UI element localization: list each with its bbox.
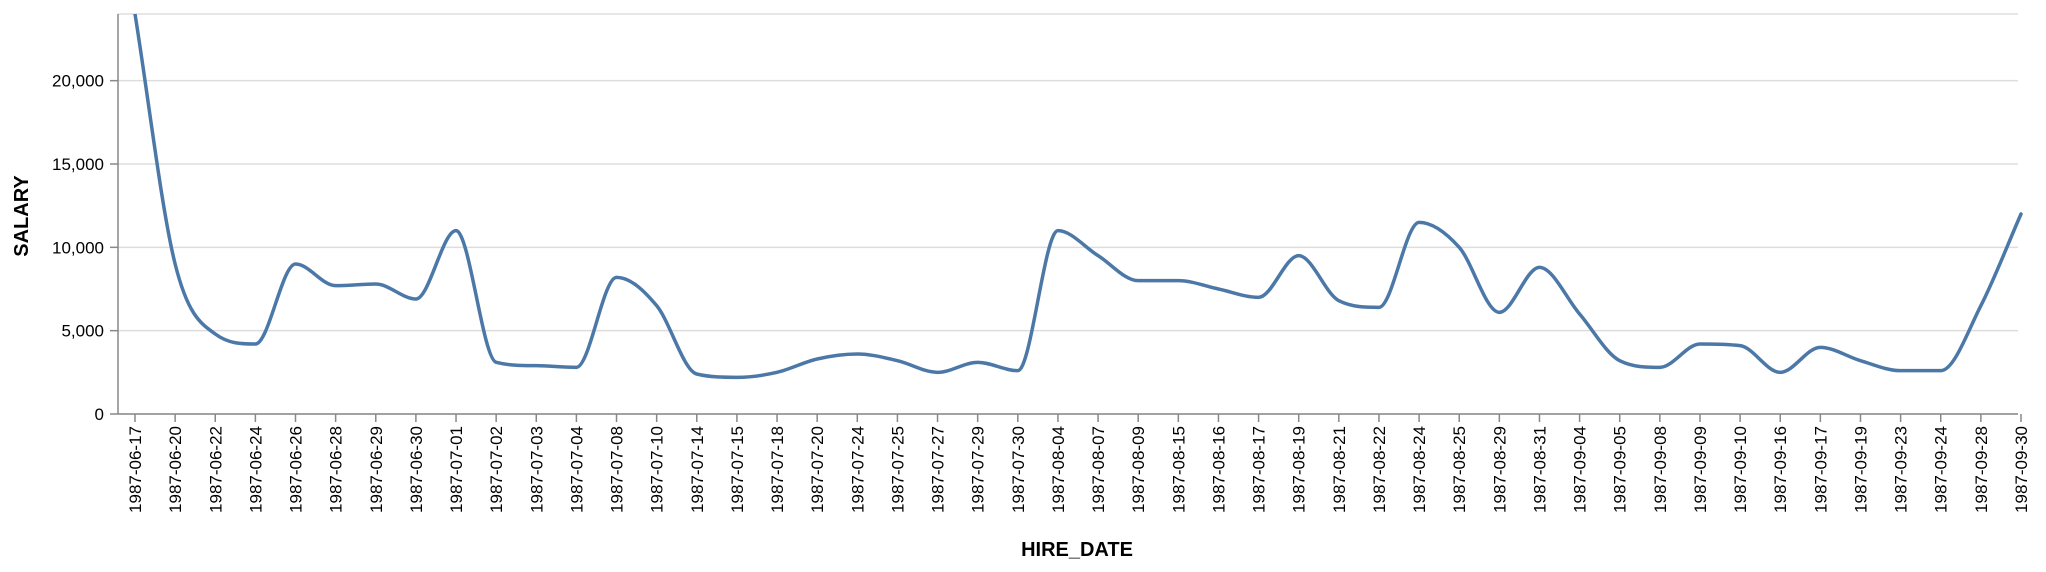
x-axis-title: HIRE_DATE xyxy=(1021,539,1133,561)
x-tick-label: 1987-07-15 xyxy=(728,426,747,513)
x-tick-label: 1987-07-29 xyxy=(969,426,988,513)
x-tick-label: 1987-09-16 xyxy=(1771,426,1790,513)
x-tick-label: 1987-07-14 xyxy=(688,426,707,513)
x-tick-label: 1987-09-23 xyxy=(1892,426,1911,513)
x-tick-label: 1987-07-04 xyxy=(567,426,586,513)
y-tick-label: 0 xyxy=(95,405,104,424)
y-tick-label: 20,000 xyxy=(52,72,104,91)
x-tick-label: 1987-09-24 xyxy=(1932,426,1951,513)
x-tick-label: 1987-07-20 xyxy=(808,426,827,513)
y-tick-label: 15,000 xyxy=(52,155,104,174)
x-tick-label: 1987-09-05 xyxy=(1611,426,1630,513)
x-tick-label: 1987-08-22 xyxy=(1370,426,1389,513)
y-axis: 0 5,000 10,000 15,000 20,000 xyxy=(52,14,119,424)
x-tick-label: 1987-07-10 xyxy=(648,426,667,513)
x-tick-label: 1987-07-02 xyxy=(487,426,506,513)
x-tick-label: 1987-06-30 xyxy=(407,426,426,513)
x-tick-label: 1987-08-31 xyxy=(1530,426,1549,513)
y-gridlines xyxy=(118,13,2018,415)
x-tick-label: 1987-08-15 xyxy=(1169,426,1188,513)
x-tick-label: 1987-07-24 xyxy=(848,426,867,513)
x-axis: 1987-06-17 1987-06-20 1987-06-22 1987-06-24… xyxy=(118,413,2031,513)
x-tick-label: 1987-06-17 xyxy=(126,426,145,513)
x-tick-label: 1987-08-04 xyxy=(1049,426,1068,513)
x-tick-label: 1987-06-20 xyxy=(166,426,185,513)
x-tick-label: 1987-09-09 xyxy=(1691,426,1710,513)
x-tick-label: 1987-07-30 xyxy=(1009,426,1028,513)
x-tick-label: 1987-08-29 xyxy=(1490,426,1509,513)
x-tick-label: 1987-06-22 xyxy=(206,426,225,513)
x-tick-label: 1987-09-19 xyxy=(1851,426,1870,513)
x-tick-label: 1987-08-16 xyxy=(1209,426,1228,513)
x-tick-label: 1987-06-24 xyxy=(246,426,265,513)
x-tick-label: 1987-06-29 xyxy=(367,426,386,513)
x-tick-label: 1987-09-17 xyxy=(1811,426,1830,513)
x-tick-label: 1987-08-17 xyxy=(1250,426,1269,513)
x-tick-label: 1987-06-28 xyxy=(327,426,346,513)
y-axis-title: SALARY xyxy=(11,175,33,257)
x-tick-label: 1987-08-07 xyxy=(1089,426,1108,513)
series-line xyxy=(133,14,2023,380)
y-tick-label: 5,000 xyxy=(61,322,104,341)
x-tick-label: 1987-09-30 xyxy=(2012,426,2031,513)
x-tick-label: 1987-07-03 xyxy=(527,426,546,513)
x-tick-label: 1987-08-25 xyxy=(1450,426,1469,513)
x-tick-label: 1987-08-24 xyxy=(1410,426,1429,513)
x-tick-label: 1987-09-08 xyxy=(1651,426,1670,513)
x-tick-label: 1987-07-18 xyxy=(768,426,787,513)
x-tick-label: 1987-07-25 xyxy=(888,426,907,513)
x-tick-label: 1987-09-10 xyxy=(1731,426,1750,513)
x-tick-label: 1987-08-21 xyxy=(1330,426,1349,513)
x-tick-label: 1987-07-01 xyxy=(447,426,466,513)
x-tick-label: 1987-07-08 xyxy=(608,426,627,513)
x-tick-label: 1987-08-09 xyxy=(1129,426,1148,513)
x-tick-label: 1987-06-26 xyxy=(287,426,306,513)
y-tick-label: 10,000 xyxy=(52,238,104,257)
x-tick-label: 1987-09-04 xyxy=(1571,426,1590,513)
x-tick-label: 1987-07-27 xyxy=(929,426,948,513)
x-tick-label: 1987-08-19 xyxy=(1290,426,1309,513)
x-tick-label: 1987-09-28 xyxy=(1972,426,1991,513)
